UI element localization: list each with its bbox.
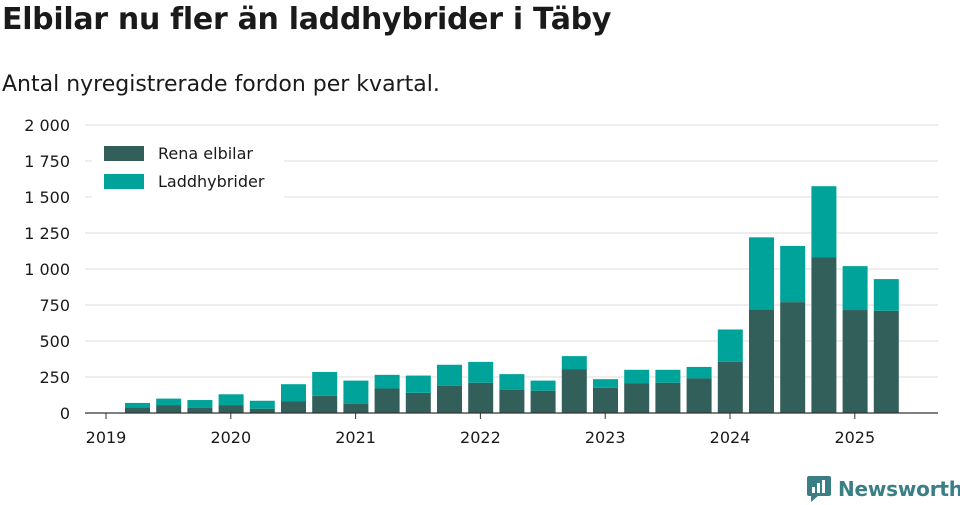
bar-laddhybrider bbox=[749, 237, 774, 310]
bar-laddhybrider bbox=[811, 186, 837, 258]
bar-rena-elbilar bbox=[561, 369, 587, 413]
bar-rena-elbilar bbox=[125, 407, 150, 413]
y-tick-label: 750 bbox=[39, 296, 70, 315]
bar-rena-elbilar bbox=[374, 388, 400, 413]
y-tick-label: 250 bbox=[39, 368, 70, 387]
bar-rena-elbilar bbox=[842, 310, 868, 413]
legend-label: Rena elbilar bbox=[158, 144, 253, 163]
bar-rena-elbilar bbox=[686, 378, 712, 413]
bars bbox=[125, 186, 899, 413]
bar-laddhybrider bbox=[717, 329, 743, 362]
bar-laddhybrider bbox=[187, 400, 213, 408]
x-tick-label: 2025 bbox=[834, 428, 875, 447]
x-tick-label: 2021 bbox=[335, 428, 376, 447]
x-tick-label: 2019 bbox=[86, 428, 127, 447]
bar-laddhybrider bbox=[780, 245, 806, 303]
x-tick-label: 2024 bbox=[710, 428, 751, 447]
bar-rena-elbilar bbox=[499, 389, 525, 413]
bar-laddhybrider bbox=[437, 364, 462, 386]
bar-laddhybrider bbox=[499, 374, 525, 390]
bar-laddhybrider bbox=[686, 366, 712, 379]
y-tick-label: 0 bbox=[60, 404, 70, 423]
bar-laddhybrider bbox=[468, 361, 494, 383]
y-axis-ticks: 0 250 500 750 1 000 1 250 1 500 1 750 2 000 bbox=[24, 116, 70, 423]
bar-laddhybrider bbox=[343, 380, 369, 404]
bar-rena-elbilar bbox=[312, 395, 338, 413]
y-tick-label: 2 000 bbox=[24, 116, 70, 135]
bar-rena-elbilar bbox=[156, 405, 182, 413]
y-tick-label: 1 500 bbox=[24, 188, 70, 207]
legend-swatch bbox=[104, 174, 144, 189]
bar-laddhybrider bbox=[312, 371, 338, 396]
bar-rena-elbilar bbox=[437, 385, 462, 413]
bar-rena-elbilar bbox=[780, 302, 806, 413]
bar-laddhybrider bbox=[218, 394, 244, 406]
y-tick-label: 1 250 bbox=[24, 224, 70, 243]
bar-laddhybrider bbox=[842, 266, 868, 311]
y-tick-label: 1 000 bbox=[24, 260, 70, 279]
bar-rena-elbilar bbox=[593, 387, 618, 413]
bar-laddhybrider bbox=[374, 374, 400, 389]
bar-laddhybrider bbox=[249, 400, 275, 409]
legend-swatch bbox=[104, 146, 144, 161]
brand-name: Newsworthy bbox=[838, 477, 960, 501]
legend-label: Laddhybrider bbox=[158, 172, 265, 191]
bar-laddhybrider bbox=[125, 402, 150, 408]
bar-rena-elbilar bbox=[655, 382, 681, 413]
bar-rena-elbilar bbox=[468, 382, 494, 413]
bar-laddhybrider bbox=[624, 369, 650, 384]
bar-laddhybrider bbox=[281, 384, 306, 402]
bar-rena-elbilar bbox=[281, 401, 306, 413]
bar-laddhybrider bbox=[561, 356, 587, 370]
bar-rena-elbilar bbox=[717, 361, 743, 413]
bar-laddhybrider bbox=[593, 379, 618, 388]
bar-rena-elbilar bbox=[873, 310, 899, 413]
bar-rena-elbilar bbox=[249, 408, 275, 413]
y-tick-label: 500 bbox=[39, 332, 70, 351]
brand-logo: Newsworthy bbox=[806, 475, 960, 503]
bar-rena-elbilar bbox=[530, 390, 556, 413]
chart-title: Elbilar nu fler än laddhybrider i Täby bbox=[2, 2, 612, 37]
bar-rena-elbilar bbox=[811, 257, 837, 413]
x-tick-label: 2022 bbox=[460, 428, 501, 447]
newsworthy-logo-icon bbox=[807, 476, 831, 502]
bar-rena-elbilar bbox=[405, 392, 431, 413]
bar-rena-elbilar bbox=[749, 309, 774, 413]
bar-laddhybrider bbox=[655, 369, 681, 383]
bar-rena-elbilar bbox=[187, 407, 213, 413]
bar-laddhybrider bbox=[530, 380, 556, 391]
bar-laddhybrider bbox=[873, 279, 899, 311]
x-axis: 2019 2020 2021 2022 2023 2024 2025 bbox=[85, 412, 938, 447]
bar-rena-elbilar bbox=[343, 403, 369, 413]
bar-rena-elbilar bbox=[218, 405, 244, 413]
chart-subtitle: Antal nyregistrerade fordon per kvartal. bbox=[2, 72, 440, 97]
legend: Rena elbilar Laddhybrider bbox=[92, 138, 284, 198]
bar-laddhybrider bbox=[156, 398, 182, 406]
x-tick-label: 2023 bbox=[585, 428, 626, 447]
bar-rena-elbilar bbox=[624, 383, 650, 413]
x-tick-label: 2020 bbox=[210, 428, 251, 447]
y-tick-label: 1 750 bbox=[24, 152, 70, 171]
bar-laddhybrider bbox=[405, 375, 431, 393]
